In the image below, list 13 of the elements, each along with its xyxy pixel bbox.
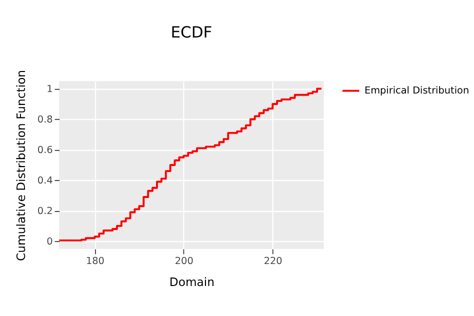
y-tick-label: 0.8 [37,114,53,126]
y-tick-label: 0.4 [37,176,53,187]
y-tick-label: 0.6 [37,145,53,156]
y-tick-label: 0.2 [37,206,53,218]
y-tick-label: 1 [46,84,53,96]
x-tick-label: 220 [264,256,282,267]
x-tick-label: 180 [86,256,104,267]
chart-title: ECDF [170,23,212,42]
legend-label: Empirical Distribution [364,86,470,97]
x-axis-title: Domain [169,275,214,290]
y-axis-title: Cumulative Distribution Function [14,70,28,261]
y-tick-label: 0 [46,236,53,248]
x-tick-label: 200 [174,256,194,267]
